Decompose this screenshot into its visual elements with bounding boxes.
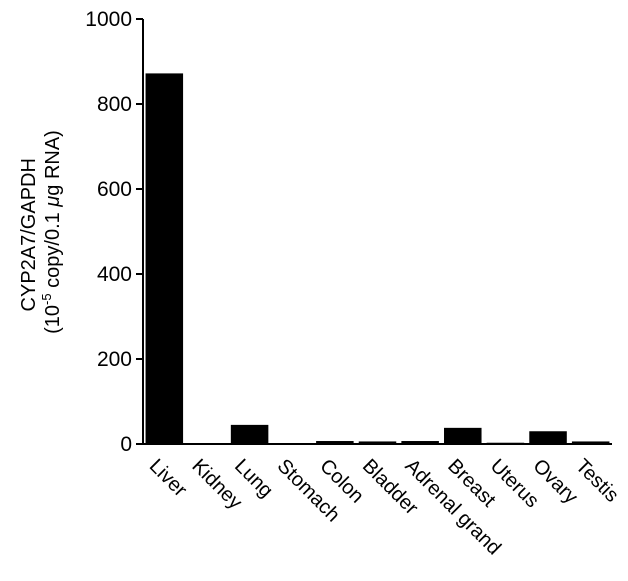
y-axis-ticks: 0 200 400 600 800 1000 <box>85 8 143 456</box>
x-tick-label: Liver <box>145 455 191 501</box>
y-axis-title-line2: (10-5 copy/0.1 μg RNA) <box>39 130 64 334</box>
bar <box>358 441 397 444</box>
y-axis-title: CYP2A7/GAPDH (10-5 copy/0.1 μg RNA) <box>18 130 64 334</box>
bar <box>571 441 610 444</box>
y-tick-label: 600 <box>97 178 132 201</box>
y-tick-label: 0 <box>120 433 132 456</box>
y-axis-title-line1: CYP2A7/GAPDH <box>18 158 40 311</box>
bar <box>401 441 439 444</box>
bar <box>230 424 269 444</box>
y-tick-label: 200 <box>97 348 132 371</box>
bar <box>145 73 184 445</box>
x-tick-label: Testis <box>571 455 623 507</box>
y-tick-label: 800 <box>97 93 132 116</box>
x-axis-labels: LiverKidneyLungStomachColonBladderAdrena… <box>145 455 623 559</box>
y-tick-label: 400 <box>97 263 132 286</box>
y-tick-label: 1000 <box>85 8 132 31</box>
bar <box>444 427 482 444</box>
bars-group <box>145 73 610 445</box>
bar <box>316 441 354 444</box>
bar <box>529 431 567 444</box>
